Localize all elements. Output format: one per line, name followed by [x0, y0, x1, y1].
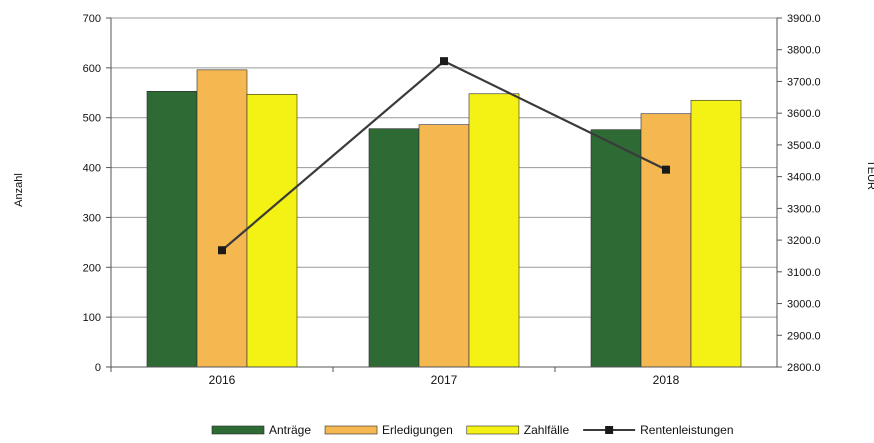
legend-swatch — [466, 425, 520, 435]
y2-tick-label: 3400.0 — [787, 172, 821, 184]
y-tick-label: 500 — [83, 113, 101, 125]
y2-tick-label: 2800.0 — [787, 362, 821, 374]
axes — [110, 18, 778, 368]
y-tick-label: 0 — [95, 362, 101, 374]
point-rentenleistungen-2018 — [662, 165, 670, 174]
y2-tick-label: 3000.0 — [787, 299, 821, 311]
legend-marker — [605, 426, 614, 434]
y-tick-label: 100 — [83, 312, 101, 324]
y2-tick-label: 3700.0 — [787, 76, 821, 88]
y2-tick-label: 3800.0 — [787, 45, 821, 57]
y-tick-label: 600 — [83, 63, 101, 75]
y2-tick-label: 2900.0 — [787, 330, 821, 342]
x-tick-label: 2016 — [209, 373, 236, 387]
y2-tick-label: 3300.0 — [787, 203, 821, 215]
bars — [146, 69, 742, 368]
legend-label: Anträge — [269, 423, 311, 437]
y2-tick-label: 3100.0 — [787, 267, 821, 279]
point-rentenleistungen-2017 — [440, 57, 448, 66]
y2-tick-label: 3900.0 — [787, 13, 821, 25]
line-series — [218, 57, 670, 255]
y-tick-label: 400 — [83, 163, 101, 175]
bar-antr-ge-2018 — [590, 129, 642, 368]
y-axis-title: Anzahl — [13, 173, 25, 207]
legend-label: Erledigungen — [382, 423, 453, 437]
legend: Anträge Erledigungen Zahlfälle Rentenleistu… — [211, 423, 734, 437]
legend-swatch — [211, 425, 265, 435]
bar-zahlf-lle-2018 — [690, 99, 742, 368]
y-tick-label: 200 — [83, 262, 101, 274]
legend-label: Rentenleistungen — [640, 423, 733, 437]
x-tick-label: 2018 — [653, 373, 680, 387]
point-rentenleistungen-2016 — [218, 246, 226, 255]
legend-swatch — [324, 425, 378, 435]
bar-erledigungen-2017 — [418, 124, 470, 368]
bar-erledigungen-2018 — [640, 113, 692, 368]
bar-erledigungen-2016 — [196, 69, 248, 368]
legend-label: Zahlfälle — [524, 423, 570, 437]
y-tick-label: 300 — [83, 212, 101, 224]
bar-zahlf-lle-2017 — [468, 93, 520, 368]
y-tick-label: 700 — [83, 13, 101, 25]
x-tick-label: 2017 — [431, 373, 458, 387]
y2-tick-label: 3500.0 — [787, 140, 821, 152]
y2-tick-label: 3600.0 — [787, 108, 821, 120]
bar-zahlf-lle-2016 — [246, 93, 298, 368]
y2-tick-label: 3200.0 — [787, 235, 821, 247]
tick-labels: 0 100 200 300 400 500 600 700 2800.0 2900.0 3000.0… — [83, 13, 821, 387]
bar-antr-ge-2017 — [368, 128, 420, 368]
bar-antr-ge-2016 — [146, 90, 198, 368]
y2-axis-title: TEUR — [865, 160, 874, 190]
